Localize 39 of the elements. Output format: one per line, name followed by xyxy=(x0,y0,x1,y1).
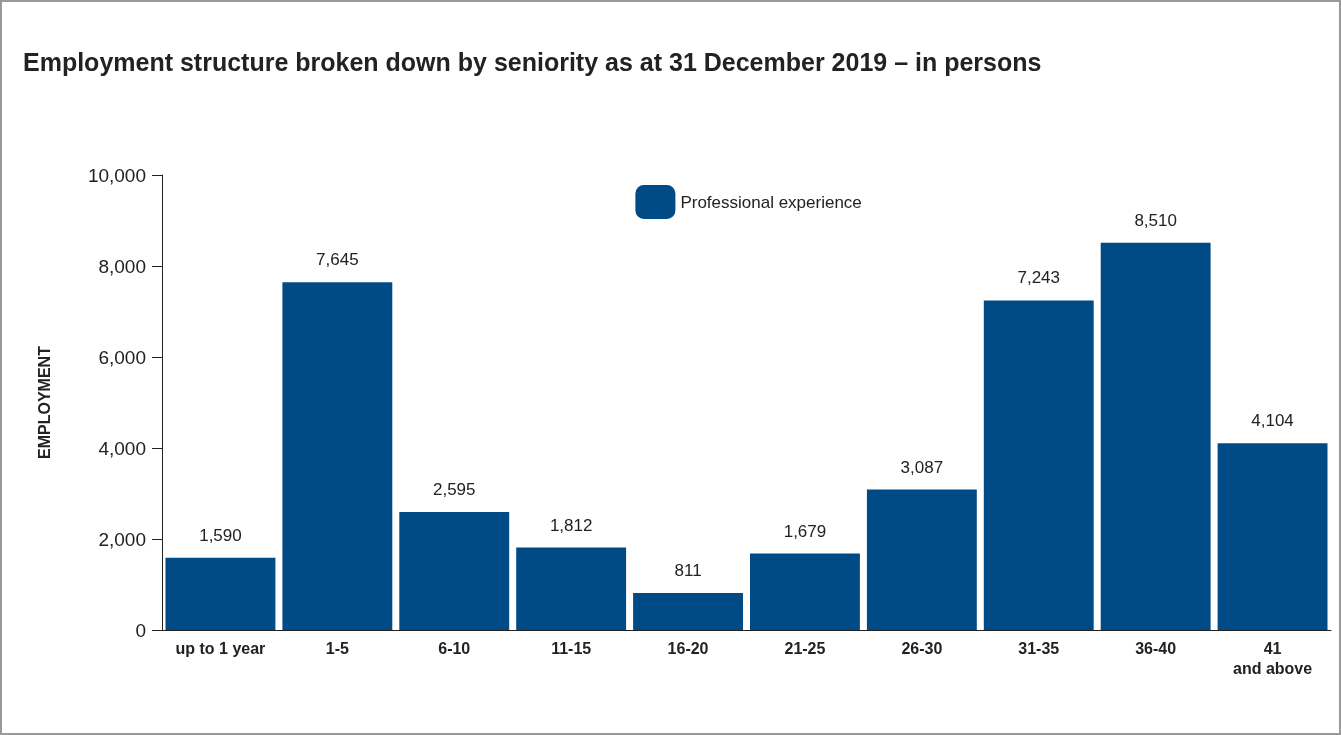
y-tick-label: 0 xyxy=(135,619,146,641)
data-label: 2,595 xyxy=(432,479,476,499)
data-label: 7,645 xyxy=(316,250,359,270)
bar xyxy=(1100,242,1211,630)
legend-label: Professional experience xyxy=(680,192,862,212)
chart-title: Employment structure broken down by seniority as at 31 December 2019 – in persons xyxy=(23,47,1042,76)
bar xyxy=(866,489,977,630)
y-tick-label: 4,000 xyxy=(98,437,146,459)
bar xyxy=(1217,443,1328,630)
bar xyxy=(750,553,860,630)
y-tick-label: 10,000 xyxy=(87,164,146,186)
y-axis-title: EMPLOYMENT xyxy=(35,345,53,459)
x-tick-label: 11-15 xyxy=(551,639,592,657)
y-tick-label: 2,000 xyxy=(98,528,146,550)
x-tick-label: 6-10 xyxy=(438,639,471,657)
bar xyxy=(516,547,627,630)
bar xyxy=(633,593,743,630)
bar xyxy=(282,282,393,630)
y-tick-label: 6,000 xyxy=(98,346,146,368)
x-tick-label: 31-35 xyxy=(1018,639,1060,657)
x-tick-label: 16-20 xyxy=(667,639,709,657)
x-tick-label: up to 1 year xyxy=(175,639,266,657)
x-tick-label: 41 and above xyxy=(1232,639,1313,677)
bar xyxy=(165,557,276,630)
data-label: 7,243 xyxy=(1017,268,1061,288)
data-label: 3,087 xyxy=(900,457,944,477)
data-label: 1,590 xyxy=(199,525,242,545)
x-tick-label: 21-25 xyxy=(784,639,826,657)
data-label: 4,104 xyxy=(1251,411,1294,431)
data-label: 8,510 xyxy=(1134,210,1177,230)
bar xyxy=(399,511,510,630)
x-tick-label: 26-30 xyxy=(901,639,943,657)
y-tick-label: 8,000 xyxy=(98,255,146,277)
x-tick-label: 1-5 xyxy=(325,639,350,657)
data-label: 1,812 xyxy=(549,515,593,535)
x-tick-label: 36-40 xyxy=(1135,639,1177,657)
data-label: 811 xyxy=(674,561,702,581)
bar xyxy=(983,300,1094,630)
data-label: 1,679 xyxy=(783,521,827,541)
